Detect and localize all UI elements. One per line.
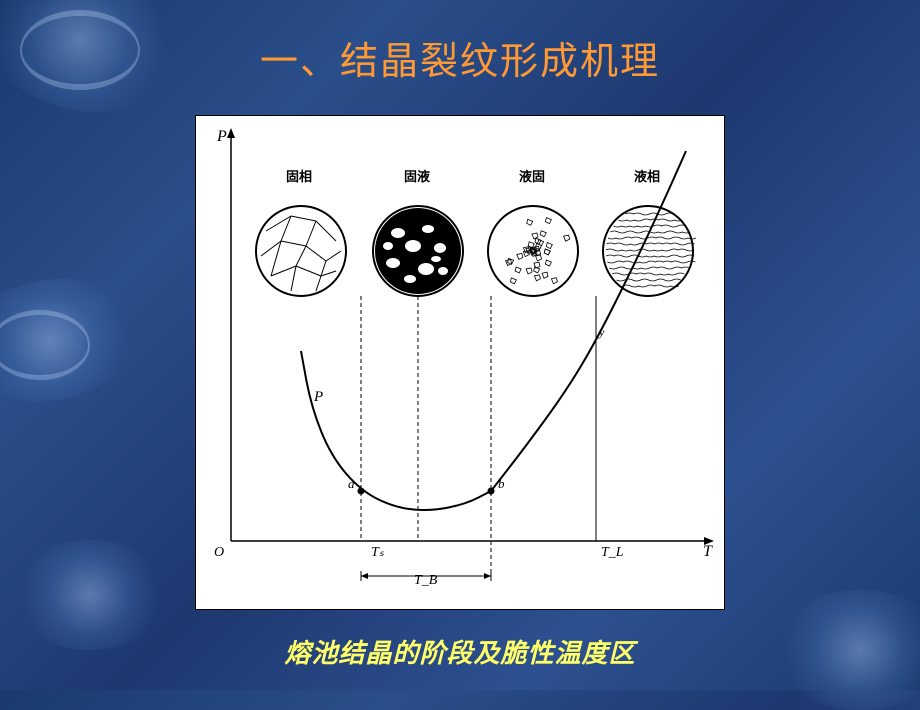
svg-text:液固: 液固 bbox=[519, 169, 545, 184]
slide-title: 一、结晶裂纹形成机理 bbox=[260, 30, 660, 85]
svg-text:Tₛ: Tₛ bbox=[371, 545, 385, 560]
svg-text:固液: 固液 bbox=[404, 169, 430, 184]
bg-swirl-decoration bbox=[770, 590, 920, 710]
svg-text:y: y bbox=[598, 325, 605, 339]
svg-text:液相: 液相 bbox=[634, 169, 660, 184]
bg-ring-decoration bbox=[20, 10, 140, 90]
bg-swirl-decoration bbox=[10, 540, 170, 650]
svg-text:T_B: T_B bbox=[414, 573, 438, 588]
svg-text:T_L: T_L bbox=[601, 545, 624, 560]
svg-text:b: b bbox=[498, 476, 505, 491]
svg-text:T: T bbox=[703, 543, 713, 560]
svg-text:a: a bbox=[348, 476, 355, 491]
svg-text:P: P bbox=[216, 128, 227, 145]
svg-text:O: O bbox=[214, 545, 224, 560]
svg-text:P: P bbox=[313, 389, 323, 405]
phase-diagram-svg: P T O 固相 固液 液固 液相 Pa b Tₛ T_L T_B y bbox=[196, 116, 726, 611]
slide-caption: 熔池结晶的阶段及脆性温度区 bbox=[284, 633, 635, 670]
diagram-container: P T O 固相 固液 液固 液相 Pa b Tₛ T_L T_B y bbox=[195, 115, 725, 610]
svg-text:固相: 固相 bbox=[286, 169, 312, 184]
